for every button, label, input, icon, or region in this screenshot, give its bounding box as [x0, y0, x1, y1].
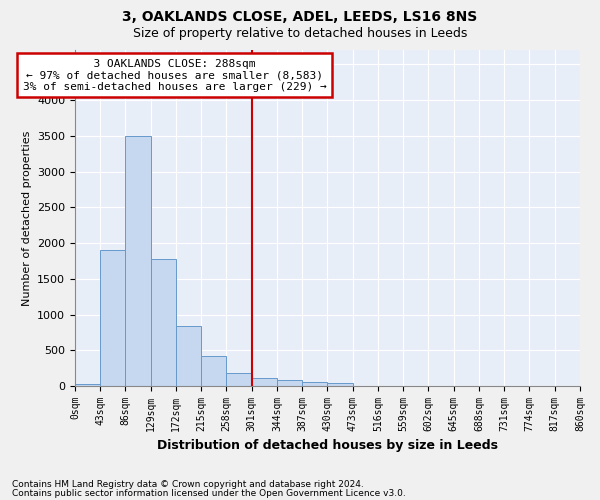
Bar — [75, 384, 100, 386]
X-axis label: Distribution of detached houses by size in Leeds: Distribution of detached houses by size … — [157, 440, 498, 452]
Bar — [328, 384, 353, 386]
Text: Contains HM Land Registry data © Crown copyright and database right 2024.: Contains HM Land Registry data © Crown c… — [12, 480, 364, 489]
Text: 3, OAKLANDS CLOSE, ADEL, LEEDS, LS16 8NS: 3, OAKLANDS CLOSE, ADEL, LEEDS, LS16 8NS — [122, 10, 478, 24]
Bar — [277, 380, 302, 386]
Bar — [252, 378, 277, 386]
Bar — [201, 356, 226, 386]
Y-axis label: Number of detached properties: Number of detached properties — [22, 130, 32, 306]
Bar — [176, 326, 201, 386]
Bar — [125, 136, 151, 386]
Bar — [226, 374, 252, 386]
Text: Size of property relative to detached houses in Leeds: Size of property relative to detached ho… — [133, 28, 467, 40]
Bar — [151, 259, 176, 386]
Bar — [302, 382, 328, 386]
Text: 3 OAKLANDS CLOSE: 288sqm  
← 97% of detached houses are smaller (8,583)
3% of se: 3 OAKLANDS CLOSE: 288sqm ← 97% of detach… — [23, 58, 326, 92]
Bar — [100, 250, 125, 386]
Text: Contains public sector information licensed under the Open Government Licence v3: Contains public sector information licen… — [12, 489, 406, 498]
